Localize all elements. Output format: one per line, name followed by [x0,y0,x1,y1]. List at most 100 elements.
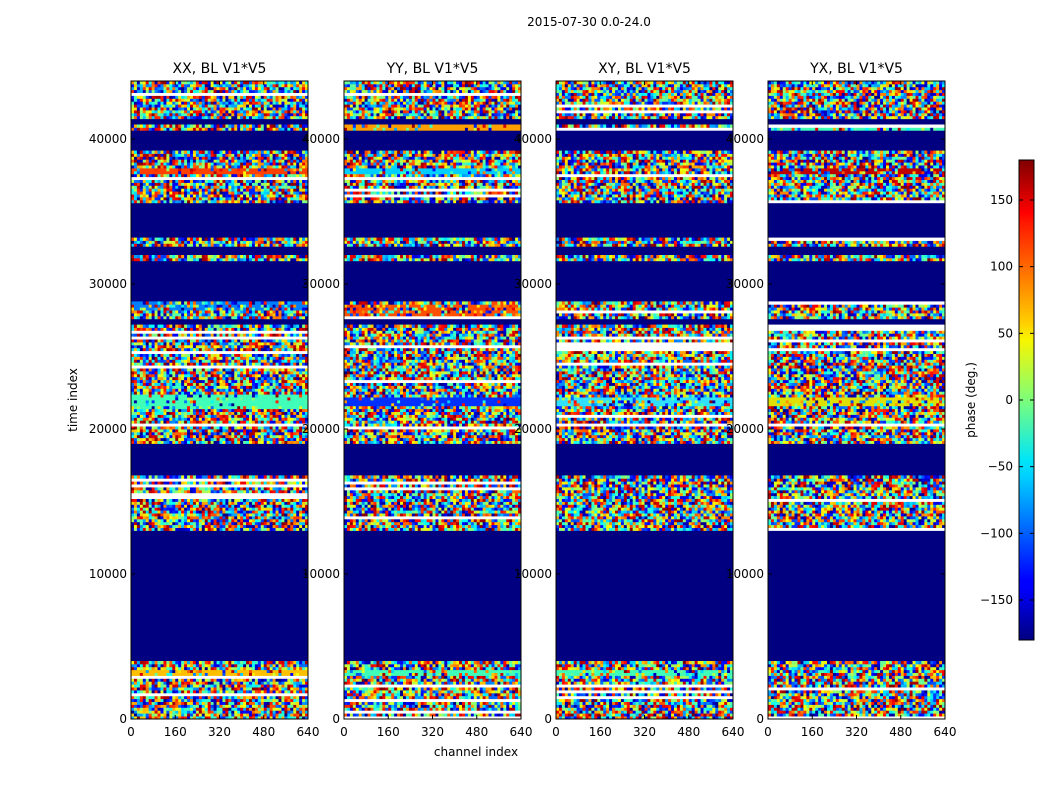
phase-cell [169,237,173,241]
phase-cell [225,513,229,517]
phase-cell [148,371,152,375]
phase-cell [145,507,149,511]
phase-cell [287,420,291,424]
phase-cell [131,394,135,398]
phase-cell [296,690,300,694]
phase-cell [133,347,138,352]
phase-cell [142,327,147,331]
phase-cell [204,408,208,412]
phase-cell [213,431,217,436]
phase-cell [178,434,182,439]
phase-cell [243,347,247,352]
phase-cell [216,237,220,241]
phase-cell [136,521,141,526]
phase-cell [246,707,250,711]
phase-cell [296,333,300,337]
phase-cell [163,307,167,311]
phase-cell [207,257,211,262]
phase-cell [240,518,244,523]
phase-cell [133,429,138,433]
phase-cell [225,327,229,331]
phase-cell [299,487,303,491]
phase-cell [249,504,253,508]
phase-cell [251,678,256,682]
phase-cell [142,376,147,381]
phase-cell [228,324,232,328]
phase-cell [213,669,217,673]
phase-cell [216,255,220,259]
phase-cell [136,507,141,511]
phase-cell [263,301,267,305]
phase-cell [148,400,152,404]
phase-cell [133,379,138,383]
phase-cell [169,339,173,343]
phase-cell [133,661,138,665]
phase-cell [278,411,282,415]
phase-cell [192,379,197,383]
phase-cell [287,385,291,389]
phase-cell [246,516,250,520]
phase-cell [175,313,179,317]
phase-cell [133,710,138,714]
phase-cell [190,426,194,430]
phase-cell [154,672,158,676]
phase-cell [293,414,297,418]
phase-cell [269,333,273,337]
phase-cell [269,240,273,244]
phase-cell [275,672,279,676]
phase-cell [257,431,262,436]
phase-cell [266,301,270,305]
gap-row [131,336,308,340]
phase-cell [131,681,135,685]
phase-cell [178,527,182,531]
phase-cell [293,373,297,378]
phase-cell [190,313,194,317]
phase-cell [175,661,179,665]
phase-cell [246,402,250,407]
phase-cell [249,243,253,247]
phase-cell [284,501,288,505]
phase-cell [169,315,173,320]
phase-cell [281,339,285,343]
phase-cell [234,379,238,383]
phase-cell [195,698,200,702]
phase-cell [192,695,197,700]
phase-cell [154,333,158,337]
phase-cell [287,678,291,682]
phase-cell [166,199,170,204]
phase-cell [293,498,297,502]
phase-cell [136,426,141,430]
phase-cell [219,710,223,714]
phase-cell [299,431,303,436]
phase-cell [198,713,203,717]
phase-cell [284,504,288,508]
phase-cell [190,240,194,244]
phase-cell [269,402,273,407]
phase-cell [237,666,241,671]
phase-cell [260,420,265,424]
phase-cell [163,701,167,705]
phase-cell [219,397,223,401]
phase-cell [257,661,262,665]
phase-cell [163,408,167,412]
phase-cell [269,663,273,668]
phase-cell [219,704,223,708]
phase-cell [210,487,214,491]
phase-cell [184,243,188,247]
phase-cell [178,353,182,357]
phase-cell [169,397,173,401]
phase-cell [178,388,182,392]
phase-cell [184,240,188,244]
phase-cell [246,518,250,523]
phase-cell [231,327,235,331]
phase-cell [254,690,259,694]
phase-cell [251,487,256,491]
phase-cell [251,507,256,511]
phase-cell [299,429,303,433]
phase-cell [175,716,179,719]
phase-cell [260,672,265,676]
phase-cell [269,672,273,676]
phase-cell [192,487,197,491]
phase-cell [178,707,182,711]
phase-cell [284,373,288,378]
